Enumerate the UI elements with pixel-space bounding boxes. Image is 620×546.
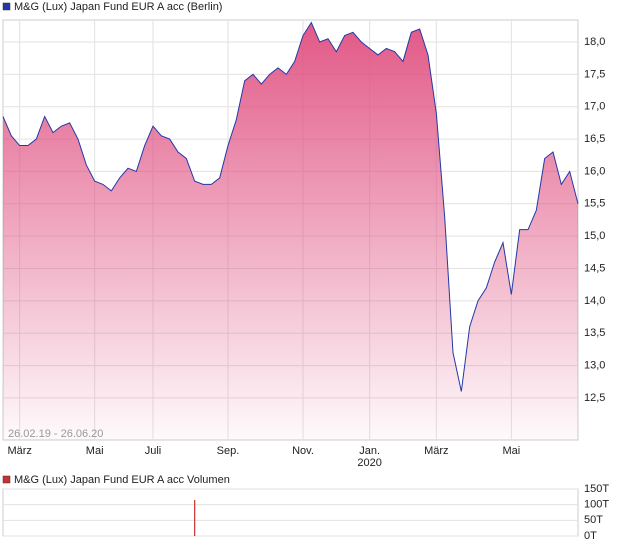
x-tick-label: Juli: [145, 445, 162, 457]
legend-swatch: [2, 2, 11, 11]
y-tick-label: 13,0: [584, 359, 605, 371]
y-tick-label: 13,5: [584, 327, 605, 339]
x-sublabel: 2020: [357, 457, 381, 469]
legend-swatch: [2, 475, 11, 484]
y-tick-label: 18,0: [584, 36, 605, 48]
y-tick-label: 0T: [584, 530, 597, 542]
plot-area: [2, 488, 579, 537]
y-tick-label: 12,5: [584, 392, 605, 404]
y-tick-label: 100T: [584, 499, 609, 511]
y-tick-label: 14,5: [584, 262, 605, 274]
legend-label: M&G (Lux) Japan Fund EUR A acc (Berlin): [14, 1, 222, 13]
y-tick-label: 17,0: [584, 101, 605, 113]
x-tick-label: Sep.: [217, 445, 240, 457]
y-tick-label: 14,0: [584, 295, 605, 307]
y-tick-label: 16,0: [584, 165, 605, 177]
x-tick-label: März: [7, 445, 31, 457]
y-tick-label: 17,5: [584, 68, 605, 80]
x-tick-label: Mai: [502, 445, 520, 457]
x-tick-label: Nov.: [292, 445, 314, 457]
y-tick-label: 50T: [584, 514, 603, 526]
legend-label: M&G (Lux) Japan Fund EUR A acc Volumen: [14, 474, 230, 486]
y-tick-label: 16,5: [584, 133, 605, 145]
y-tick-label: 15,5: [584, 198, 605, 210]
y-tick-label: 150T: [584, 483, 609, 495]
line: [2, 21, 579, 392]
bar: [194, 499, 196, 536]
x-tick-label: März: [424, 445, 448, 457]
x-tick-label: Mai: [86, 445, 104, 457]
y-tick-label: 15,0: [584, 230, 605, 242]
area: [3, 22, 578, 441]
x-tick-label: Jan.: [359, 445, 380, 457]
date-range: 26.02.19 - 26.06.20: [8, 428, 103, 440]
